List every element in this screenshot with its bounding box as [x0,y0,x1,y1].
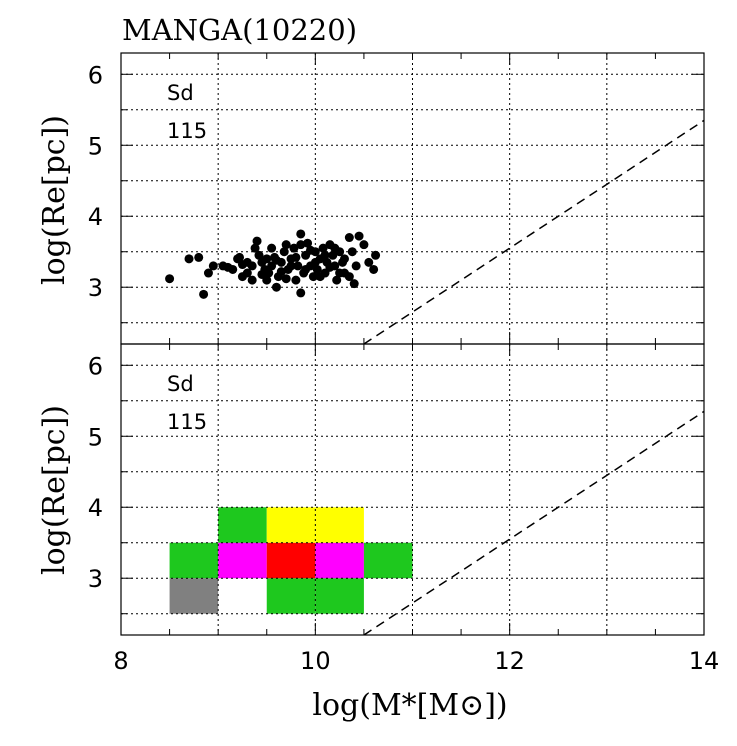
morph-type-label: Sd [167,372,194,396]
scatter-point-13 [250,243,260,253]
reference-line [363,119,704,344]
scatter-point-76 [281,274,291,284]
scatter-point-74 [339,254,349,264]
heatmap-cell-3 [169,542,219,579]
count-label: 115 [167,410,207,434]
scatter-point-53 [347,247,357,257]
scatter-point-79 [305,245,315,255]
scatter-point-67 [310,257,320,267]
scatter-point-14 [252,236,262,246]
y-tick-label: 4 [88,494,103,522]
scatter-point-42 [318,243,328,253]
scatter-point-55 [351,261,361,271]
heatmap-cell-4 [218,542,267,579]
x-tick-label: 8 [113,647,128,675]
scatter-point-40 [312,264,322,274]
scatter-point-22 [271,282,281,292]
scatter-point-70 [257,269,267,279]
y-tick-label: 5 [88,423,103,451]
scatter-point-75 [247,275,257,285]
heatmap-cell-5 [266,542,316,579]
y-tick-label: 3 [88,274,103,302]
heatmap-cell-2 [315,578,364,614]
scatter-point-36 [303,238,313,248]
heatmap-cell-6 [315,542,364,579]
y-tick-label: 5 [88,132,103,160]
scatter-point-57 [359,240,369,250]
x-axis-label: log(M*[M⊙]) [312,688,507,723]
scatter-point-63 [267,243,277,253]
y-tick-label: 6 [88,61,103,89]
scatter-point-78 [237,260,247,270]
scatter-point-77 [325,262,335,272]
scatter-point-26 [281,240,291,250]
scatter-point-29 [289,243,299,253]
scatter-point-0 [165,274,175,284]
heatmap-cell-8 [218,507,267,543]
scatter-point-46 [328,250,338,260]
scatter-point-30 [291,275,301,285]
heatmap-panel: 3 4 5 6 Sd 115 [88,343,705,636]
heatmap-cell-9 [266,507,316,543]
scatter-point-66 [301,264,311,274]
scatter-point-82 [296,240,306,250]
scatter-point-3 [199,289,209,299]
scatter-point-33 [296,288,306,298]
scatter-point-11 [242,268,252,278]
scatter-point-71 [276,267,286,277]
reference-line [363,410,704,635]
y-axis-label-bottom: log(Re[pc]) [37,405,72,575]
scatter-panel: 3 4 5 6 Sd 115 [88,52,705,345]
scatter-point-58 [364,257,374,267]
y-tick-label: 3 [88,565,103,593]
scatter-point-5 [208,261,218,271]
scatter-point-31 [293,261,303,271]
heatmap-cell-7 [363,542,413,579]
scatter-point-32 [296,229,306,239]
scatter-point-48 [332,275,342,285]
scatter-point-19 [264,268,274,278]
scatter-point-61 [223,262,233,272]
scatter-point-83 [330,243,340,253]
scatter-point-4 [203,268,213,278]
chart-title: MANGA(10220) [122,13,357,47]
y-tick-label: 6 [88,352,103,380]
scatter-point-52 [344,233,354,243]
scatter-point-64 [271,255,281,265]
scatter-point-1 [184,254,194,264]
y-axis-label-top: log(Re[pc]) [37,115,72,285]
scatter-point-54 [349,279,359,289]
morph-type-label: Sd [167,81,194,105]
scatter-point-65 [286,261,296,271]
scatter-point-72 [291,252,301,262]
scatter-point-9 [235,252,245,262]
scatter-point-15 [254,250,264,260]
x-tick-labels: 8 10 12 14 [113,647,719,675]
count-label: 115 [167,119,207,143]
scatter-point-56 [354,231,364,241]
scatter-point-2 [194,252,204,262]
scatter-point-80 [344,272,354,282]
scatter-point-38 [308,272,318,282]
scatter-point-59 [369,264,379,274]
scatter-point-73 [315,272,325,282]
heatmap-cell-1 [266,578,316,614]
scatter-point-25 [279,247,289,257]
x-tick-label: 10 [300,647,331,675]
heatmap-cell-10 [315,507,364,543]
x-tick-label: 12 [494,647,525,675]
heatmap-cell-0 [169,578,219,614]
panel-frame [120,343,705,636]
scatter-point-69 [335,268,345,278]
scatter-point-81 [262,254,272,264]
y-tick-label: 4 [88,203,103,231]
x-tick-label: 14 [689,647,720,675]
scatter-point-68 [320,250,330,260]
scatter-point-60 [371,250,381,260]
